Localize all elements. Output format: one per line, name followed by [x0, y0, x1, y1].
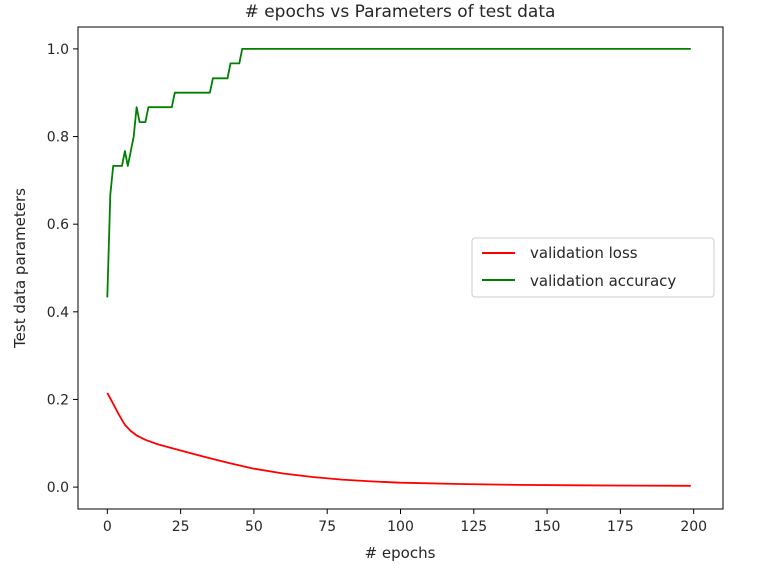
x-tick-label: 25	[172, 519, 190, 535]
y-tick-label: 0.6	[47, 217, 69, 233]
legend-box	[471, 237, 715, 298]
y-tick-label: 0.8	[47, 130, 69, 146]
x-tick-label: 0	[103, 519, 112, 535]
y-tick-label: 0.2	[47, 392, 69, 408]
y-tick-label: 0.4	[47, 305, 69, 321]
series-line-validation-loss	[106, 392, 691, 487]
x-axis-ticks: 0 25 50 75 100 125 150 175 200	[103, 509, 707, 535]
legend: validation loss validation accuracy	[471, 237, 715, 298]
x-tick-label: 50	[245, 519, 263, 535]
x-tick-label: 200	[680, 519, 707, 535]
y-axis-ticks: 0.0 0.2 0.4 0.6 0.8 1.0	[47, 42, 78, 496]
chart-title: # epochs vs Parameters of test data	[245, 2, 556, 22]
y-axis-label: Test data parameters	[11, 188, 29, 349]
y-tick-label: 1.0	[47, 42, 69, 58]
series-layer	[106, 48, 691, 487]
x-tick-label: 150	[534, 519, 561, 535]
legend-label-validation-loss: validation loss	[530, 244, 638, 262]
x-tick-label: 75	[318, 519, 336, 535]
series-line-validation-accuracy	[106, 48, 691, 298]
legend-label-validation-accuracy: validation accuracy	[530, 272, 676, 290]
plot-area-frame	[77, 26, 724, 510]
y-tick-label: 0.0	[47, 480, 69, 496]
x-tick-label: 100	[387, 519, 414, 535]
x-axis-label: # epochs	[365, 544, 436, 562]
x-tick-label: 125	[460, 519, 487, 535]
x-tick-label: 175	[607, 519, 634, 535]
